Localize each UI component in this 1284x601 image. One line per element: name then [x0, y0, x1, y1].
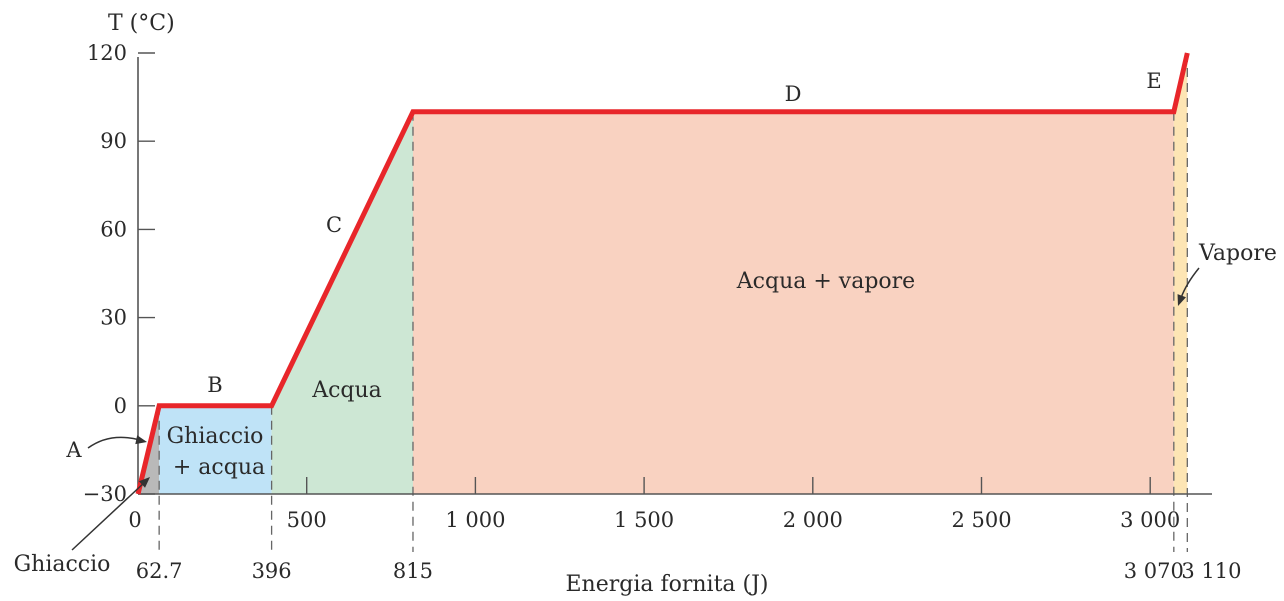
x-axis-title: Energia fornita (J) — [565, 572, 768, 597]
y-axis-title: T (°C) — [108, 11, 175, 36]
x-tick-label-5: 2 500 — [951, 508, 1011, 532]
pointer-vapore-line — [1180, 267, 1200, 299]
region-label-3: + acqua — [173, 455, 265, 480]
y-tick-label-3: 60 — [100, 217, 127, 241]
y-tick-label-2: 30 — [100, 306, 127, 330]
chart-labels: Acqua + vapore Acqua Ghiaccio + acqua Vapore… — [14, 69, 1277, 583]
region-label-4: Vapore — [1198, 241, 1277, 266]
region-1 — [159, 405, 272, 494]
heating-curve-line — [135, 52, 1190, 495]
phase-regions — [138, 53, 1188, 495]
x-tick-label-2: 1 000 — [445, 508, 505, 532]
y-tick-label-5: 120 — [87, 41, 127, 65]
region-label-5: Ghiaccio — [14, 552, 111, 577]
x-tick-label-4: 2 000 — [783, 508, 843, 532]
y-tick-label-4: 90 — [100, 129, 127, 153]
segment-label-a: A — [65, 438, 82, 462]
marked-x-label-3: 3 070 — [1124, 559, 1184, 583]
region-2 — [271, 111, 413, 495]
pointer-vapore-head — [1177, 294, 1186, 306]
pointer-ghiaccio-line — [71, 481, 146, 551]
marked-x-label-1: 396 — [252, 559, 292, 583]
marked-x-label-4: 3 110 — [1181, 559, 1241, 583]
axes — [137, 57, 1212, 495]
y-tick-label-0: −30 — [83, 482, 127, 506]
region-label-0: Acqua + vapore — [736, 269, 915, 294]
x-tick-label-3: 1 500 — [614, 508, 674, 532]
marked-x-label-2: 815 — [393, 559, 433, 583]
segment-label-c: C — [326, 213, 342, 237]
x-tick-label-1: 500 — [287, 508, 327, 532]
region-label-1: Acqua — [311, 378, 382, 403]
region-label-2: Ghiaccio — [167, 424, 264, 449]
pointer-a-line — [87, 436, 141, 449]
region-3 — [412, 111, 1174, 495]
pointer-ghiaccio-head — [138, 477, 150, 488]
region-4 — [1173, 53, 1188, 494]
y-tick-label-1: 0 — [114, 394, 127, 418]
x-tick-label-0: 0 — [128, 508, 141, 532]
x-tick-label-6: 3 000 — [1120, 508, 1180, 532]
dashed-guide-lines — [158, 53, 1188, 552]
segment-label-b: B — [207, 373, 222, 397]
segment-label-e: E — [1146, 69, 1161, 93]
pointer-a-head — [135, 435, 147, 445]
marked-x-label-0: 62.7 — [136, 559, 183, 583]
segment-label-d: D — [785, 82, 802, 106]
heating-curve — [135, 52, 1190, 495]
